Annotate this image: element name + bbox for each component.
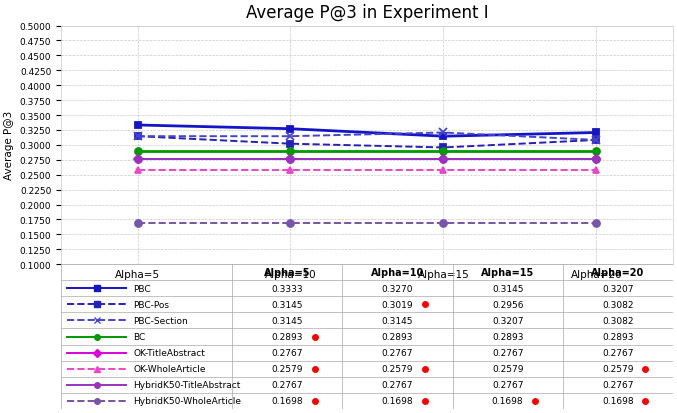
Text: OK-WholeArticle: OK-WholeArticle bbox=[133, 364, 206, 373]
Text: 0.2767: 0.2767 bbox=[492, 380, 523, 389]
Text: 0.2893: 0.2893 bbox=[382, 332, 413, 341]
Text: Alpha=10: Alpha=10 bbox=[371, 268, 424, 278]
Text: BC: BC bbox=[133, 332, 146, 341]
Text: PBC-Section: PBC-Section bbox=[133, 316, 188, 325]
Text: 0.3145: 0.3145 bbox=[382, 316, 413, 325]
Text: 0.3207: 0.3207 bbox=[602, 284, 634, 293]
Text: 0.3082: 0.3082 bbox=[602, 300, 634, 309]
Text: 0.2579: 0.2579 bbox=[271, 364, 303, 373]
Text: 0.2767: 0.2767 bbox=[382, 348, 413, 357]
Text: 0.3082: 0.3082 bbox=[602, 316, 634, 325]
Text: 0.2893: 0.2893 bbox=[271, 332, 303, 341]
Title: Average P@3 in Experiment I: Average P@3 in Experiment I bbox=[246, 4, 488, 22]
Text: 0.2579: 0.2579 bbox=[602, 364, 634, 373]
Text: HybridK50-WholeArticle: HybridK50-WholeArticle bbox=[133, 396, 241, 405]
Text: 0.2767: 0.2767 bbox=[602, 380, 634, 389]
Text: PBC-Pos: PBC-Pos bbox=[133, 300, 169, 309]
Text: 0.2893: 0.2893 bbox=[492, 332, 523, 341]
Text: 0.3145: 0.3145 bbox=[271, 316, 303, 325]
Text: 0.1698: 0.1698 bbox=[382, 396, 414, 405]
Text: 0.3270: 0.3270 bbox=[382, 284, 413, 293]
Y-axis label: Average P@3: Average P@3 bbox=[4, 111, 14, 180]
Text: 0.2893: 0.2893 bbox=[602, 332, 634, 341]
Text: 0.2579: 0.2579 bbox=[492, 364, 523, 373]
Text: 0.2767: 0.2767 bbox=[271, 348, 303, 357]
Text: PBC: PBC bbox=[133, 284, 151, 293]
Text: 0.2956: 0.2956 bbox=[492, 300, 523, 309]
Text: Alpha=5: Alpha=5 bbox=[264, 268, 311, 278]
Text: 0.1698: 0.1698 bbox=[271, 396, 303, 405]
Text: 0.2767: 0.2767 bbox=[492, 348, 523, 357]
Text: 0.3145: 0.3145 bbox=[271, 300, 303, 309]
Text: 0.3019: 0.3019 bbox=[382, 300, 414, 309]
Text: OK-TitleAbstract: OK-TitleAbstract bbox=[133, 348, 205, 357]
Text: HybridK50-TitleAbstract: HybridK50-TitleAbstract bbox=[133, 380, 240, 389]
Text: 0.2767: 0.2767 bbox=[382, 380, 413, 389]
Text: 0.1698: 0.1698 bbox=[492, 396, 523, 405]
Text: 0.2579: 0.2579 bbox=[382, 364, 413, 373]
Text: 0.2767: 0.2767 bbox=[602, 348, 634, 357]
Text: 0.3145: 0.3145 bbox=[492, 284, 523, 293]
Text: Alpha=20: Alpha=20 bbox=[591, 268, 645, 278]
Text: Alpha=15: Alpha=15 bbox=[481, 268, 534, 278]
Text: 0.3207: 0.3207 bbox=[492, 316, 523, 325]
Text: 0.2767: 0.2767 bbox=[271, 380, 303, 389]
Text: 0.3333: 0.3333 bbox=[271, 284, 303, 293]
Text: 0.1698: 0.1698 bbox=[602, 396, 634, 405]
